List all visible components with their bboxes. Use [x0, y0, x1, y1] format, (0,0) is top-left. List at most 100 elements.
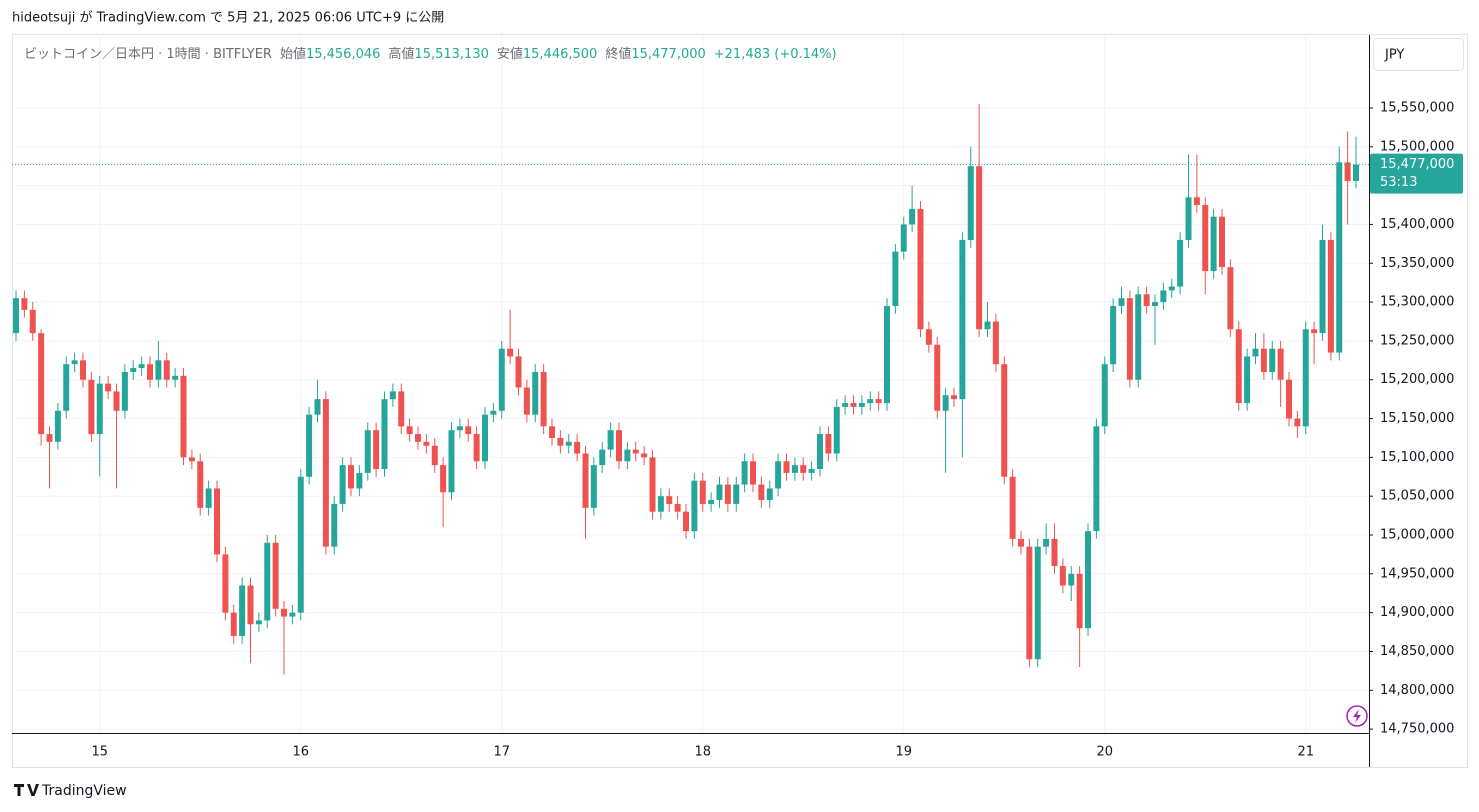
candle-body — [1294, 418, 1301, 427]
candle-body — [163, 360, 170, 380]
candle-body — [1210, 216, 1217, 272]
candle-body — [716, 484, 723, 501]
candle-body — [306, 414, 313, 477]
candle-body — [867, 399, 874, 404]
candle-body — [373, 430, 380, 470]
candle-body — [1344, 162, 1351, 181]
candle-body — [406, 426, 413, 435]
candle-body — [724, 484, 731, 504]
symbol: ビットコイン／日本円 · 1時間 · BITFLYER — [24, 47, 272, 62]
x-tick-label: 20 — [1096, 745, 1113, 760]
candle-body — [875, 399, 882, 404]
candle-body — [909, 208, 916, 225]
publisher: hideotsuji が TradingView.com で 5月 21, 20… — [12, 11, 444, 26]
footer-logo — [14, 784, 39, 796]
candle-body — [657, 496, 664, 512]
candle-body — [1244, 356, 1251, 404]
candle-body — [1252, 348, 1259, 357]
candle-body — [222, 554, 229, 613]
candle-body — [448, 430, 455, 493]
candle-body — [549, 426, 555, 438]
candle-body — [197, 461, 204, 508]
candle-body — [456, 426, 463, 431]
candle-body — [440, 465, 447, 493]
ohlc-label: 始値 — [280, 46, 306, 62]
y-tick-label: 14,950,000 — [1380, 566, 1454, 581]
candle-body — [1227, 267, 1234, 330]
x-tick-label: 21 — [1297, 745, 1314, 760]
candle-body — [130, 368, 137, 372]
x-tick-label: 19 — [895, 745, 912, 760]
candle-body — [498, 348, 505, 411]
candle-body — [632, 449, 639, 454]
alert-icon[interactable] — [1346, 705, 1368, 727]
y-tick-label: 15,200,000 — [1380, 372, 1454, 387]
candle-body — [1286, 379, 1292, 419]
candle-body — [214, 488, 220, 555]
candle-body — [356, 472, 363, 489]
candle-body — [1353, 164, 1359, 181]
candle-body — [1202, 205, 1209, 272]
candle-body — [490, 410, 497, 415]
candle-body — [348, 465, 354, 489]
candle-body — [239, 585, 246, 636]
candle-body — [1277, 348, 1284, 380]
candle-body — [574, 441, 581, 454]
candle-body — [13, 298, 19, 334]
y-tick-label: 14,900,000 — [1380, 605, 1454, 620]
candle-body — [1193, 197, 1200, 206]
candle-body — [1126, 298, 1133, 380]
candle-body — [264, 542, 271, 621]
candle-body — [624, 449, 631, 462]
candle-body — [666, 496, 673, 504]
candle-body — [289, 612, 296, 617]
candle-body — [959, 239, 966, 400]
y-tick-label: 14,750,000 — [1380, 722, 1454, 737]
candle-body — [842, 403, 849, 407]
candle-body — [884, 305, 890, 404]
candle-body — [230, 612, 237, 636]
grid — [12, 35, 1369, 733]
candle-body — [649, 457, 656, 512]
candle-body — [1068, 573, 1075, 586]
candle-body — [389, 391, 396, 400]
candle-body — [515, 356, 522, 388]
footer: TradingView — [41, 783, 127, 799]
candle-body — [1327, 239, 1334, 353]
candle-body — [1034, 546, 1041, 660]
candle-body — [925, 329, 932, 345]
candle-body — [708, 500, 715, 504]
candle-body — [951, 395, 957, 400]
candle-body — [775, 461, 782, 489]
candle-body — [1093, 426, 1100, 532]
candle-body — [507, 348, 514, 357]
candle-body — [1118, 298, 1125, 306]
candle-body — [381, 399, 388, 470]
y-tick-label: 15,500,000 — [1380, 139, 1454, 154]
candle-body — [180, 375, 187, 458]
candle-body — [858, 403, 865, 407]
candle-body — [1001, 364, 1008, 477]
candle-body — [733, 484, 740, 504]
candle-body — [364, 430, 371, 473]
candle-body — [699, 480, 706, 504]
candle-body — [1269, 348, 1276, 372]
candle-body — [247, 585, 254, 625]
candle-body — [71, 360, 78, 365]
candle-body — [431, 445, 438, 466]
ohlc-label: 終値 — [605, 46, 631, 62]
candle-body — [281, 608, 287, 617]
candle-body — [398, 391, 405, 427]
candle-body — [967, 166, 974, 240]
candles — [13, 104, 1359, 675]
candle-body — [808, 469, 815, 473]
currency-button[interactable] — [1373, 38, 1464, 71]
y-tick-label: 15,550,000 — [1380, 100, 1454, 115]
candle-body — [791, 465, 798, 473]
candle-body — [54, 410, 61, 442]
candle-body — [113, 391, 120, 411]
y-tick-label: 15,050,000 — [1380, 489, 1454, 504]
candle-body — [1260, 348, 1267, 372]
change: +21,483 (+0.14%) — [714, 47, 837, 62]
